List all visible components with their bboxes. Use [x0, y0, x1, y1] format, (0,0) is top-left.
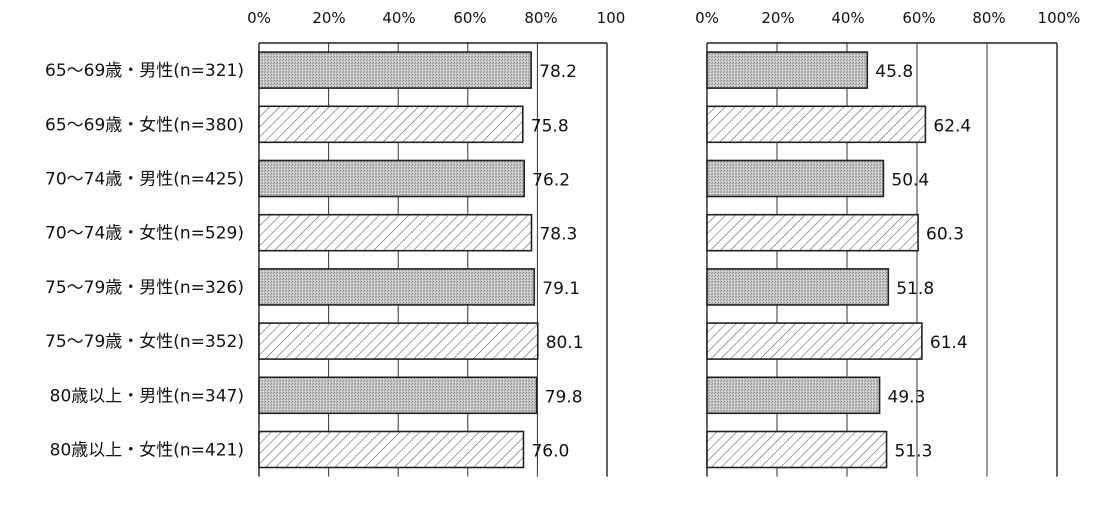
category-label: 70～74歳・女性(n=529) [45, 224, 244, 244]
category-label: 65～69歳・女性(n=380) [45, 115, 244, 135]
x-tick-label: 100 [597, 9, 626, 27]
bar [706, 268, 890, 306]
data-label: 49.3 [888, 387, 926, 407]
bar [258, 268, 536, 306]
data-label: 61.4 [930, 333, 968, 353]
data-label: 79.1 [542, 279, 580, 299]
x-tick-label: 40% [831, 9, 864, 27]
x-tick-label: 100% [1038, 9, 1081, 27]
category-label: 65～69歳・男性(n=321) [45, 61, 244, 81]
data-label: 76.0 [531, 442, 569, 462]
category-label: 75～79歳・女性(n=352) [45, 332, 244, 352]
left-chart: 0% 20% 40% 60% 80% 100 78.2 75.8 76.2 78.3 79.1 80.… [247, 9, 625, 477]
x-tick-label: 0% [695, 9, 719, 27]
data-label: 51.8 [896, 279, 934, 299]
bar [706, 213, 919, 252]
x-tick-label: 20% [312, 9, 345, 27]
x-tick-label: 80% [524, 9, 557, 27]
bar [706, 51, 869, 89]
data-label: 79.8 [545, 387, 583, 407]
data-label: 60.3 [926, 225, 964, 245]
x-tick-label: 20% [761, 9, 794, 27]
bar [258, 51, 532, 89]
category-label: 75～79歳・男性(n=326) [45, 278, 244, 298]
data-label: 50.4 [891, 171, 929, 191]
bar [258, 105, 524, 144]
bar [258, 213, 533, 252]
data-label: 80.1 [546, 333, 584, 353]
data-label: 78.2 [539, 62, 577, 82]
data-label: 51.3 [895, 442, 933, 462]
bar [258, 430, 525, 469]
bar [706, 322, 923, 360]
right-chart: 0% 20% 40% 60% 80% 100% 45.8 62.4 50.4 60.3 51.8 61… [695, 9, 1080, 477]
bar [706, 376, 881, 415]
bar [258, 322, 539, 360]
data-label: 75.8 [531, 116, 569, 136]
bar [258, 159, 525, 198]
category-label: 80歳以上・男性(n=347) [50, 386, 244, 406]
bar [258, 376, 538, 415]
bar [706, 159, 885, 198]
data-label: 62.4 [933, 116, 971, 136]
bar [706, 105, 927, 144]
x-tick-label: 60% [902, 9, 935, 27]
category-label: 70～74歳・男性(n=425) [45, 170, 244, 190]
data-label: 78.3 [539, 225, 577, 245]
category-label: 80歳以上・女性(n=421) [50, 441, 244, 461]
data-label: 76.2 [532, 171, 570, 191]
x-tick-label: 40% [382, 9, 415, 27]
x-tick-label: 80% [972, 9, 1005, 27]
data-label: 45.8 [875, 62, 913, 82]
x-tick-label: 60% [453, 9, 486, 27]
x-tick-label: 0% [247, 9, 271, 27]
category-labels: 65～69歳・男性(n=321) 65～69歳・女性(n=380) 70～74歳・男… [45, 61, 244, 460]
bar [706, 430, 888, 469]
